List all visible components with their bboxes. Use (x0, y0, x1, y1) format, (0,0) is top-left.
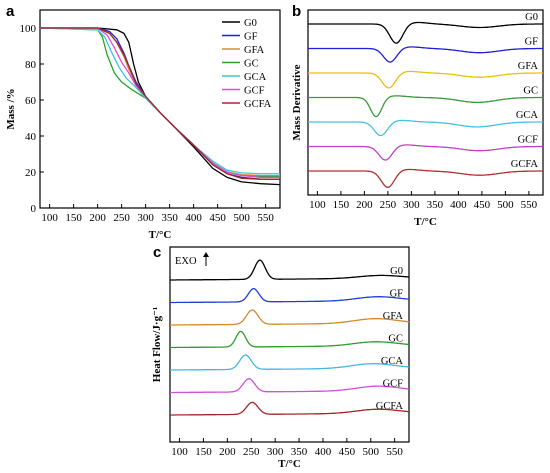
y-tick-label: 60 (25, 95, 37, 107)
x-tick-label: 150 (333, 199, 350, 211)
series-label: GCFA (511, 159, 539, 170)
x-tick-label: 550 (521, 199, 538, 211)
x-tick-label: 500 (233, 212, 250, 224)
series-label: GC (388, 334, 403, 345)
x-tick-label: 350 (427, 199, 444, 211)
series-line-gfa (170, 309, 410, 326)
series-line-g0 (170, 259, 410, 281)
x-tick-label: 200 (219, 446, 236, 458)
series-line-gc (308, 95, 543, 118)
x-tick-label: 400 (450, 199, 467, 211)
series-label: GCF (518, 135, 539, 146)
x-tick-label: 500 (363, 446, 380, 458)
x-tick-label: 550 (257, 212, 274, 224)
panel-letter: c (153, 244, 161, 261)
y-tick-label: 20 (25, 167, 37, 179)
x-axis-label: T/°C (414, 216, 437, 228)
legend-label: GF (244, 32, 258, 43)
legend-label: GCFA (244, 99, 272, 110)
legend-label: GC (244, 59, 259, 70)
series-line-gcf (308, 144, 543, 161)
exo-arrow-head (203, 252, 209, 257)
series-line-gcfa (308, 168, 543, 188)
x-tick-label: 350 (291, 446, 308, 458)
y-axis-label: Mass /% (5, 88, 17, 129)
y-tick-label: 100 (20, 23, 37, 35)
panel-c-heat-flow-chart: c 100 150 200 250 300 350 400 450 500 550 T/°C Heat … (151, 244, 410, 470)
panel-letter: b (292, 3, 301, 20)
plot-frame (307, 9, 544, 196)
series-line-gf (170, 288, 410, 304)
x-tick-label: 550 (386, 446, 403, 458)
series-line-gf (308, 46, 543, 63)
x-tick-label: 250 (243, 446, 260, 458)
x-tick-label: 500 (497, 199, 514, 211)
x-tick-label: 300 (267, 446, 284, 458)
x-tick-label: 450 (474, 199, 491, 211)
x-tick-label: 300 (137, 212, 154, 224)
y-tick-label: 80 (25, 59, 37, 71)
plot-frame (39, 9, 281, 209)
series-line-gcf (170, 378, 410, 394)
x-tick-label: 400 (315, 446, 332, 458)
legend-label: GCF (244, 86, 265, 97)
panel-letter: a (6, 3, 15, 20)
x-tick-label: 100 (309, 199, 326, 211)
series-line-g0 (308, 21, 543, 44)
x-tick-label: 450 (209, 212, 226, 224)
series-line-gcfa (40, 27, 280, 180)
exo-annotation: EXO (175, 256, 197, 267)
series-label: G0 (525, 12, 538, 23)
series-label: GFA (383, 311, 404, 322)
x-axis-label: T/°C (278, 458, 301, 470)
x-tick-label: 300 (403, 199, 420, 211)
x-tick-label: 250 (380, 199, 397, 211)
y-axis-label: Heat Flow/J·g⁻¹ (151, 307, 163, 382)
series-line-gca (308, 119, 543, 137)
legend-label: G0 (244, 18, 257, 29)
y-tick-label: 40 (25, 131, 37, 143)
series-line-gcfa (170, 401, 410, 416)
series-label: GFA (518, 61, 539, 72)
series-label: GC (523, 86, 538, 97)
x-tick-label: 400 (185, 212, 202, 224)
x-tick-label: 250 (113, 212, 130, 224)
series-line-gfa (308, 70, 543, 89)
series-label: GCFA (376, 401, 404, 412)
x-tick-label: 150 (195, 446, 212, 458)
panel-b-mass-derivative-chart: b 100 150 200 250 300 350 400 450 500 550 T/°C Mass … (291, 3, 544, 228)
series-label: GCA (516, 110, 539, 121)
series-label: GCF (383, 379, 404, 390)
x-tick-label: 150 (65, 212, 82, 224)
x-tick-label: 100 (171, 446, 188, 458)
x-tick-label: 450 (339, 446, 356, 458)
x-tick-label: 200 (89, 212, 106, 224)
series-label: GF (390, 289, 404, 300)
y-axis-label: Mass Derivative (291, 64, 303, 140)
legend-label: GCA (244, 72, 267, 83)
series-label: GCA (381, 356, 404, 367)
y-tick-label: 0 (31, 203, 37, 215)
x-tick-label: 100 (41, 212, 58, 224)
x-tick-label: 350 (161, 212, 178, 224)
x-tick-label: 200 (356, 199, 373, 211)
series-line-gc (170, 330, 409, 349)
legend-label: GFA (244, 45, 265, 56)
series-label: G0 (390, 266, 403, 277)
panel-a-mass-chart: a 100 150 200 250 300 350 400 450 500 550 0 20 40 60 80… (5, 3, 281, 241)
x-axis-label: T/°C (149, 229, 172, 241)
series-label: GF (525, 37, 539, 48)
series-line-gca (170, 354, 410, 371)
